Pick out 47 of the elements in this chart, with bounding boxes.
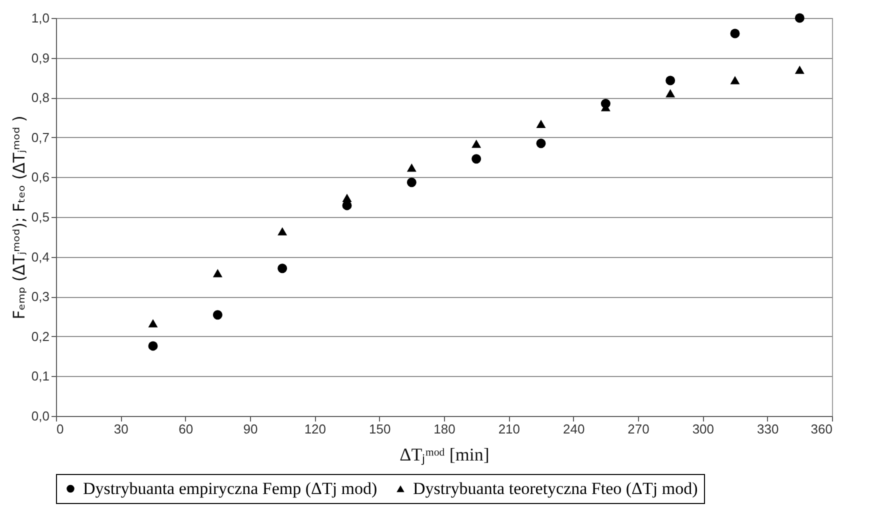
y-tick-label: 0,7 [31, 130, 50, 145]
y-tick-label: 0,8 [31, 90, 50, 106]
point [148, 341, 158, 351]
point [730, 28, 740, 38]
point [472, 140, 482, 148]
x-tick-label: 60 [178, 422, 194, 436]
y-tick-label: 0,5 [31, 210, 50, 224]
x-tick-label: 90 [243, 422, 258, 436]
x-tick-label: 30 [114, 422, 128, 436]
x-axis-title: ΔTⱼᵐᵒᵈ [min] [400, 444, 490, 466]
y-tick-label: 1,0 [31, 10, 50, 26]
point [536, 120, 546, 128]
point [212, 269, 222, 278]
point [406, 164, 416, 172]
point [536, 138, 546, 148]
y-tick-label: 0,2 [31, 328, 50, 344]
point [342, 194, 352, 202]
y-tick-label: 0,1 [31, 368, 50, 384]
x-tick-label: 270 [628, 422, 650, 436]
x-tick-label: 120 [304, 422, 326, 436]
x-tick-label: 240 [562, 422, 585, 436]
y-tick-label: 0,4 [31, 249, 50, 264]
x-tick-label: 330 [756, 422, 779, 436]
x-tick-label: 150 [368, 422, 391, 436]
x-tick-label: 0 [56, 422, 64, 436]
legend-label: Dystrybuanta teoretyczna Fteo (ΔTj mod) [413, 478, 698, 498]
point [666, 89, 676, 98]
x-tick-label: 180 [434, 422, 456, 436]
y-axis-title: Fₑₘₚ (ΔTⱼᵐᵒᵈ); Fₜₑₒ (ΔTⱼᵐᵒᵈ ) [9, 116, 28, 320]
legend-label: Dystrybuanta empiryczna Femp (ΔTj mod) [83, 478, 378, 498]
x-tick-label: 210 [498, 422, 520, 436]
x-tick-label: 360 [810, 422, 832, 436]
y-tick-label: 0,9 [31, 50, 50, 66]
point [666, 76, 676, 86]
point [730, 76, 740, 84]
y-tick-label: 0,0 [31, 408, 50, 424]
point [278, 264, 288, 274]
point [148, 319, 158, 328]
point [794, 66, 804, 74]
x-tick-label: 300 [692, 422, 714, 436]
point [212, 310, 222, 320]
point [278, 227, 288, 236]
point [472, 154, 482, 164]
point [406, 178, 416, 188]
point [794, 13, 804, 23]
y-tick-label: 0,6 [31, 170, 50, 185]
y-tick-label: 0,3 [31, 289, 50, 304]
